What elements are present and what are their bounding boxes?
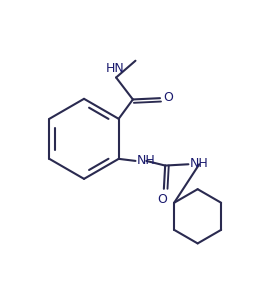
Text: NH: NH — [137, 154, 156, 167]
Text: HN: HN — [105, 62, 124, 75]
Text: O: O — [157, 193, 167, 206]
Text: NH: NH — [190, 157, 209, 170]
Text: O: O — [163, 91, 173, 104]
